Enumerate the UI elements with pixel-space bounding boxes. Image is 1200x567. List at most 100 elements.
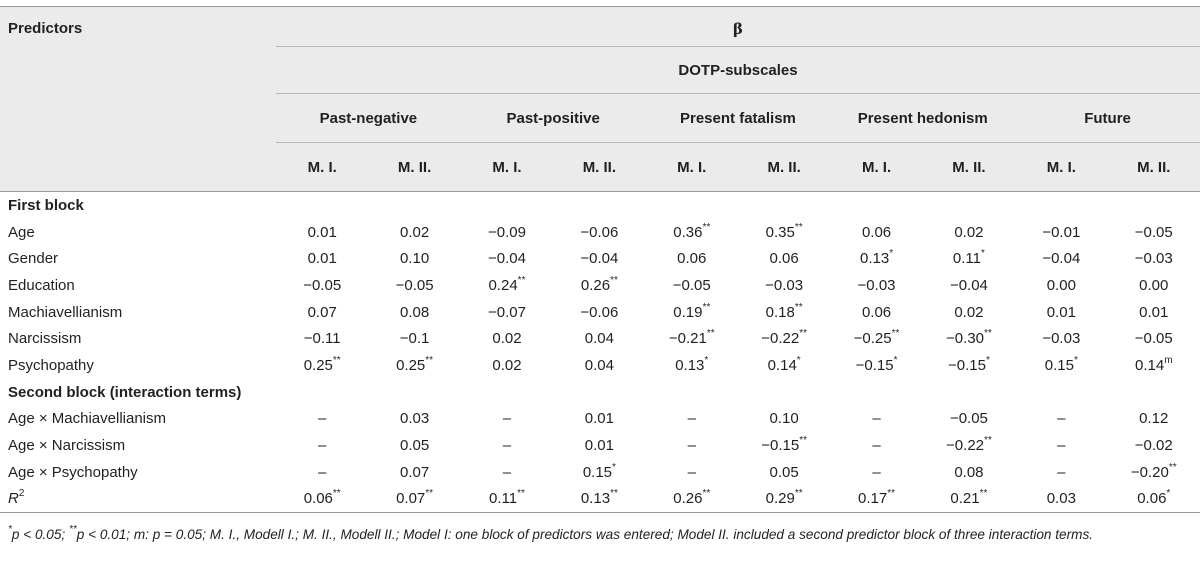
cell-value: −0.05 — [672, 276, 711, 294]
model-header: M. I. — [460, 142, 554, 192]
cell-value: – — [502, 410, 512, 428]
section-label: First block — [0, 190, 1200, 219]
model-header: M. II. — [1107, 142, 1200, 192]
subscale-header: Present hedonism — [830, 93, 1016, 143]
r-squared-value: 0.07** — [368, 485, 461, 514]
model-header: M. I. — [645, 142, 738, 192]
cell-value: 0.02 — [954, 303, 984, 321]
cell-value: −0.04 — [949, 276, 988, 294]
table-row: Psychopathy 0.25** 0.25** 0.02 0.04 0.13* 0.14… — [0, 352, 1200, 379]
cell-value: −0.05 — [1134, 223, 1173, 241]
cell-value: 0.01 — [1046, 303, 1076, 321]
r-squared-value: 0.03 — [1015, 485, 1108, 514]
cell-value: 0.02 — [492, 356, 522, 374]
cell-value: 0.05 — [769, 463, 799, 481]
cell-value: −0.03 — [765, 276, 804, 294]
cell-value: −0.22** — [946, 435, 992, 455]
cell-value: −0.06 — [580, 303, 619, 321]
cell-value: −0.02 — [1134, 437, 1173, 455]
cell-value: 0.07 — [399, 463, 430, 481]
cell-value: 0.06 — [677, 250, 707, 268]
cell-value: 0.11* — [952, 248, 985, 268]
model-header: M. I. — [830, 142, 923, 192]
table-footnote: *p < 0.05; **p < 0.01; m: p = 0.05; M. I… — [8, 524, 1094, 542]
cell-value: 0.08 — [399, 303, 430, 321]
r-squared-value: 0.26** — [645, 485, 738, 514]
table-row: Age × Machiavellianism – 0.03 – 0.01 – 0.10 – −0… — [0, 406, 1200, 433]
table-row: Age × Psychopathy – 0.07 – 0.15* – 0.05 – 0.08 – −… — [0, 459, 1200, 486]
cell-value: – — [687, 463, 696, 481]
cell-value: 0.01 — [584, 410, 614, 428]
section-label: Second block (interaction terms) — [8, 383, 242, 401]
cell-value: – — [1057, 410, 1066, 428]
cell-value: −0.04 — [580, 250, 619, 268]
cell-value: 0.18** — [765, 301, 803, 321]
row-label: Age — [8, 223, 35, 241]
cell-value: 0.10 — [769, 410, 799, 428]
cell-value: −0.21** — [668, 328, 715, 348]
cell-value: 0.13* — [675, 354, 709, 374]
cell-value: 0.04 — [584, 330, 614, 348]
cell-value: 0.14m — [1135, 354, 1173, 374]
cell-value: −0.20** — [1130, 461, 1177, 481]
table-row: Age 0.01 0.02 −0.09 −0.06 0.36** 0.35** 0.06 0.0… — [0, 219, 1200, 246]
cell-value: – — [687, 437, 696, 455]
predictors-header: Predictors — [0, 6, 276, 47]
cell-value: 0.24** — [488, 274, 526, 294]
cell-value: 0.00 — [1139, 276, 1169, 294]
cell-value: 0.13* — [859, 248, 894, 268]
cell-value: −0.07 — [487, 303, 526, 321]
cell-value: 0.25** — [303, 354, 341, 374]
r-squared-label: R2 — [0, 485, 276, 514]
section-first-block: First block — [0, 190, 1200, 219]
cell-value: 0.06 — [861, 303, 892, 321]
r-squared-value: 0.17** — [830, 485, 923, 514]
row-label: Gender — [8, 250, 59, 268]
cell-value: 0.01 — [584, 437, 614, 455]
cell-value: −0.11 — [303, 330, 341, 348]
cell-value: −0.01 — [1042, 223, 1081, 241]
cell-value: – — [318, 410, 327, 428]
model-header: M. II. — [922, 142, 1016, 192]
cell-value: −0.22** — [761, 328, 808, 348]
subscale-header: Past-positive — [460, 93, 646, 143]
cell-value: −0.05 — [1134, 330, 1173, 348]
cell-value: −0.09 — [487, 223, 526, 241]
cell-value: 0.06 — [861, 223, 892, 241]
r-squared-value: 0.11** — [460, 485, 554, 514]
cell-value: −0.30** — [946, 328, 992, 348]
r-squared-value: 0.21** — [922, 485, 1016, 514]
cell-value: 0.12 — [1139, 410, 1169, 428]
section-second-block: Second block (interaction terms) — [0, 379, 1200, 406]
cell-value: 0.36** — [673, 221, 711, 241]
cell-value: 0.15* — [582, 461, 616, 481]
row-label: Narcissism — [8, 330, 82, 348]
model-header: M. II. — [553, 142, 646, 192]
cell-value: −0.03 — [857, 276, 896, 294]
cell-value: 0.00 — [1046, 276, 1076, 294]
row-label: Machiavellianism — [8, 303, 123, 321]
subscale-header: Present fatalism — [645, 93, 831, 143]
cell-value: 0.02 — [954, 223, 984, 241]
beta-symbol: β — [733, 20, 743, 38]
cell-value: – — [687, 410, 696, 428]
cell-value: −0.15** — [761, 435, 808, 455]
cell-value: −0.04 — [1042, 250, 1081, 268]
cell-value: −0.03 — [1134, 250, 1173, 268]
table-row: Education −0.05 −0.05 0.24** 0.26** −0.05 −0.0… — [0, 272, 1200, 299]
row-label: Age × Psychopathy — [8, 463, 138, 481]
cell-value: – — [1057, 437, 1066, 455]
r-squared-row: R2 0.06** 0.07** 0.11** 0.13** 0.26** 0.29** 0.… — [0, 485, 1200, 514]
cell-value: −0.15* — [855, 354, 898, 374]
r-squared-value: 0.06* — [1107, 485, 1200, 514]
table-row: Gender 0.01 0.10 −0.04 −0.04 0.06 0.06 0.13* 0.1… — [0, 245, 1200, 272]
regression-table: Predictors β DOTP-subscales Past-negativ… — [0, 6, 1200, 514]
cell-value: 0.01 — [1139, 303, 1169, 321]
cell-value: 0.02 — [399, 223, 430, 241]
cell-value: −0.1 — [399, 330, 430, 348]
r-squared-value: 0.13** — [553, 485, 646, 514]
cell-value: 0.04 — [584, 356, 614, 374]
model-header: M. I. — [276, 142, 369, 192]
cell-value: 0.14* — [767, 354, 801, 374]
cell-value: 0.35** — [765, 221, 803, 241]
